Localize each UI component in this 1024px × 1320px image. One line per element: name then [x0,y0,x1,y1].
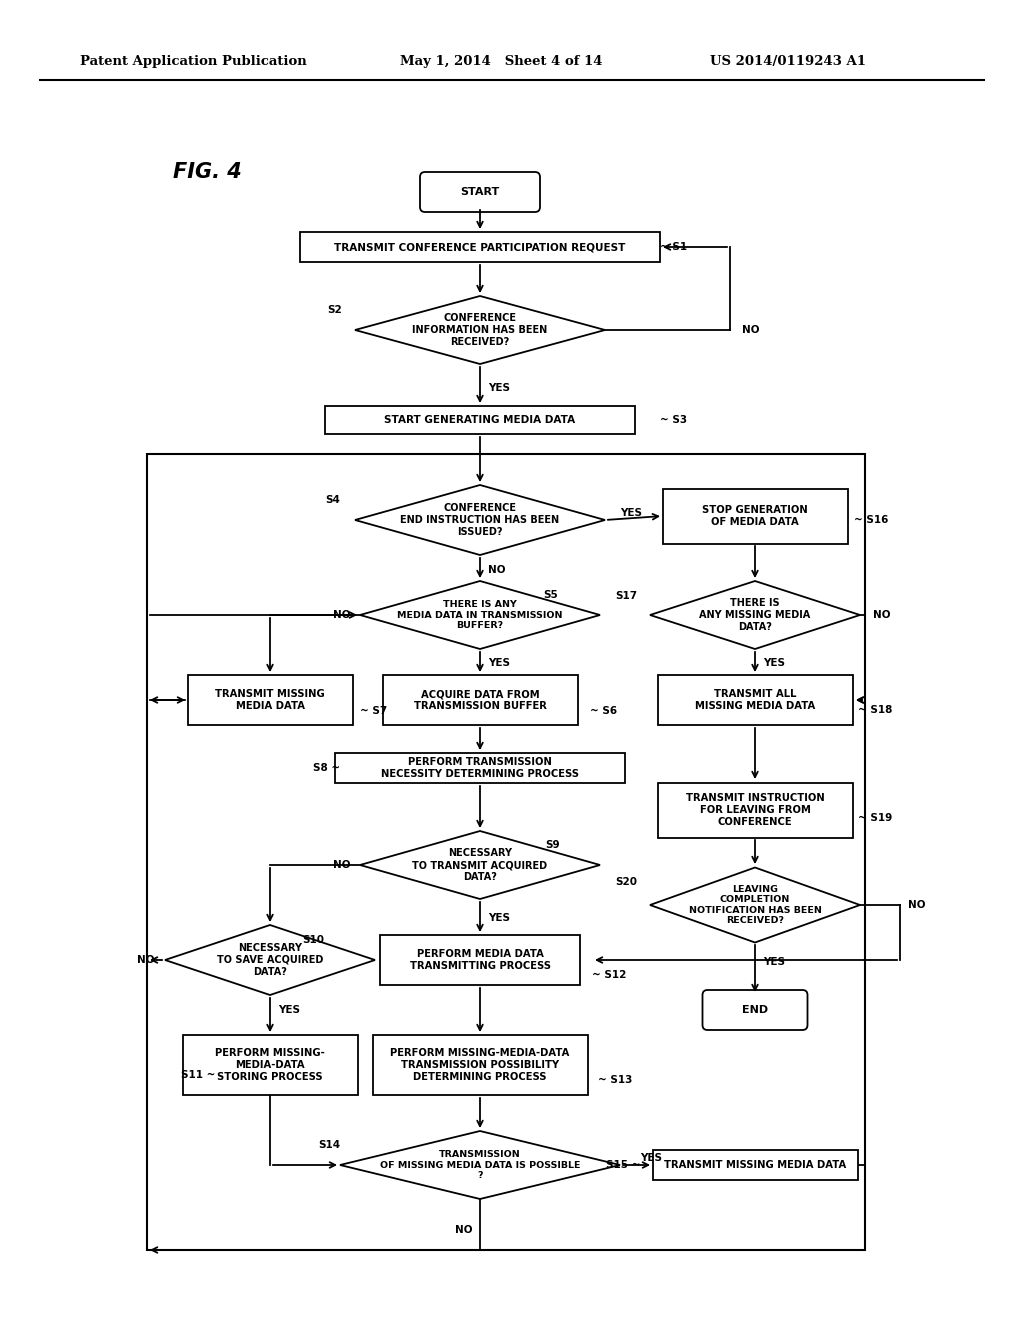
Text: FIG. 4: FIG. 4 [173,162,242,182]
Text: S4: S4 [326,495,340,506]
Text: START: START [461,187,500,197]
Text: TRANSMISSION
OF MISSING MEDIA DATA IS POSSIBLE
?: TRANSMISSION OF MISSING MEDIA DATA IS PO… [380,1150,581,1180]
Bar [663,488,848,544]
Text: NO: NO [137,954,155,965]
Text: ACQUIRE DATA FROM
TRANSMISSION BUFFER: ACQUIRE DATA FROM TRANSMISSION BUFFER [414,689,547,710]
Text: YES: YES [620,508,642,517]
Text: S17: S17 [614,591,637,601]
Text: PERFORM TRANSMISSION
NECESSITY DETERMINING PROCESS: PERFORM TRANSMISSION NECESSITY DETERMINI… [381,758,579,779]
Text: TRANSMIT ALL
MISSING MEDIA DATA: TRANSMIT ALL MISSING MEDIA DATA [695,689,815,710]
Text: PERFORM MISSING-MEDIA-DATA
TRANSMISSION POSSIBILITY
DETERMINING PROCESS: PERFORM MISSING-MEDIA-DATA TRANSMISSION … [390,1048,569,1081]
Bar [187,675,352,725]
Text: PERFORM MEDIA DATA
TRANSMITTING PROCESS: PERFORM MEDIA DATA TRANSMITTING PROCESS [410,949,551,970]
Text: END: END [742,1005,768,1015]
Text: S2: S2 [328,305,342,315]
Text: NO: NO [908,900,926,909]
Text: TRANSMIT MISSING MEDIA DATA: TRANSMIT MISSING MEDIA DATA [664,1160,846,1170]
Text: S15 ~: S15 ~ [605,1160,640,1170]
Text: CONFERENCE
INFORMATION HAS BEEN
RECEIVED?: CONFERENCE INFORMATION HAS BEEN RECEIVED… [413,313,548,347]
Text: S5: S5 [543,590,558,601]
Text: YES: YES [488,913,510,923]
Text: NECESSARY
TO TRANSMIT ACQUIRED
DATA?: NECESSARY TO TRANSMIT ACQUIRED DATA? [413,849,548,882]
Text: ~ S6: ~ S6 [590,706,617,715]
Bar [182,1035,357,1096]
Text: TRANSMIT INSTRUCTION
FOR LEAVING FROM
CONFERENCE: TRANSMIT INSTRUCTION FOR LEAVING FROM CO… [686,793,824,826]
Text: NO: NO [873,610,891,620]
Text: YES: YES [640,1152,662,1163]
Polygon shape [355,484,605,554]
Text: YES: YES [488,383,510,393]
Polygon shape [355,296,605,364]
Text: START GENERATING MEDIA DATA: START GENERATING MEDIA DATA [384,414,575,425]
Text: THERE IS ANY
MEDIA DATA IN TRANSMISSION
BUFFER?: THERE IS ANY MEDIA DATA IN TRANSMISSION … [397,601,563,630]
Bar [335,752,625,783]
Text: S14: S14 [317,1140,340,1150]
Text: NO: NO [333,610,350,620]
Bar [383,675,578,725]
Text: ~ S16: ~ S16 [854,515,889,525]
Text: US 2014/0119243 A1: US 2014/0119243 A1 [710,55,866,69]
Text: ~ S3: ~ S3 [660,414,687,425]
Polygon shape [165,925,375,995]
Text: Patent Application Publication: Patent Application Publication [80,55,307,69]
Text: ~ S19: ~ S19 [858,813,892,822]
Text: TRANSMIT MISSING
MEDIA DATA: TRANSMIT MISSING MEDIA DATA [215,689,325,710]
Polygon shape [360,832,600,899]
Text: YES: YES [278,1005,300,1015]
Bar [325,407,635,434]
Text: ~ S7: ~ S7 [360,706,387,715]
Text: S9: S9 [545,840,560,850]
Text: PERFORM MISSING-
MEDIA-DATA
STORING PROCESS: PERFORM MISSING- MEDIA-DATA STORING PROC… [215,1048,325,1081]
Text: LEAVING
COMPLETION
NOTIFICATION HAS BEEN
RECEIVED?: LEAVING COMPLETION NOTIFICATION HAS BEEN… [688,884,821,925]
Text: S11 ~: S11 ~ [180,1071,215,1080]
Text: YES: YES [488,657,510,668]
Text: CONFERENCE
END INSTRUCTION HAS BEEN
ISSUED?: CONFERENCE END INSTRUCTION HAS BEEN ISSU… [400,503,559,537]
Text: S20: S20 [615,876,637,887]
Text: NO: NO [488,565,506,576]
Bar [652,1150,857,1180]
Text: NO: NO [333,861,350,870]
Bar [657,783,853,837]
FancyBboxPatch shape [420,172,540,213]
Bar [380,935,580,985]
Polygon shape [360,581,600,649]
Text: S8 ~: S8 ~ [313,763,340,774]
Bar [657,675,853,725]
Text: YES: YES [763,957,785,968]
FancyBboxPatch shape [702,990,808,1030]
Bar [147,454,865,1250]
Polygon shape [650,581,860,649]
Text: ~ S12: ~ S12 [592,970,627,979]
Text: S10: S10 [302,935,324,945]
Text: ~ S1: ~ S1 [660,242,687,252]
Text: THERE IS
ANY MISSING MEDIA
DATA?: THERE IS ANY MISSING MEDIA DATA? [699,598,811,631]
Text: TRANSMIT CONFERENCE PARTICIPATION REQUEST: TRANSMIT CONFERENCE PARTICIPATION REQUES… [334,242,626,252]
Text: YES: YES [763,657,785,668]
Text: NO: NO [742,325,760,335]
Bar [300,232,660,261]
Text: STOP GENERATION
OF MEDIA DATA: STOP GENERATION OF MEDIA DATA [702,506,808,527]
Text: NO: NO [455,1225,472,1236]
Text: ~ S13: ~ S13 [598,1074,633,1085]
Polygon shape [340,1131,620,1199]
Text: May 1, 2014   Sheet 4 of 14: May 1, 2014 Sheet 4 of 14 [400,55,602,69]
Text: NECESSARY
TO SAVE ACQUIRED
DATA?: NECESSARY TO SAVE ACQUIRED DATA? [217,944,324,977]
Text: ~ S18: ~ S18 [858,705,892,715]
Bar [373,1035,588,1096]
Polygon shape [650,867,860,942]
